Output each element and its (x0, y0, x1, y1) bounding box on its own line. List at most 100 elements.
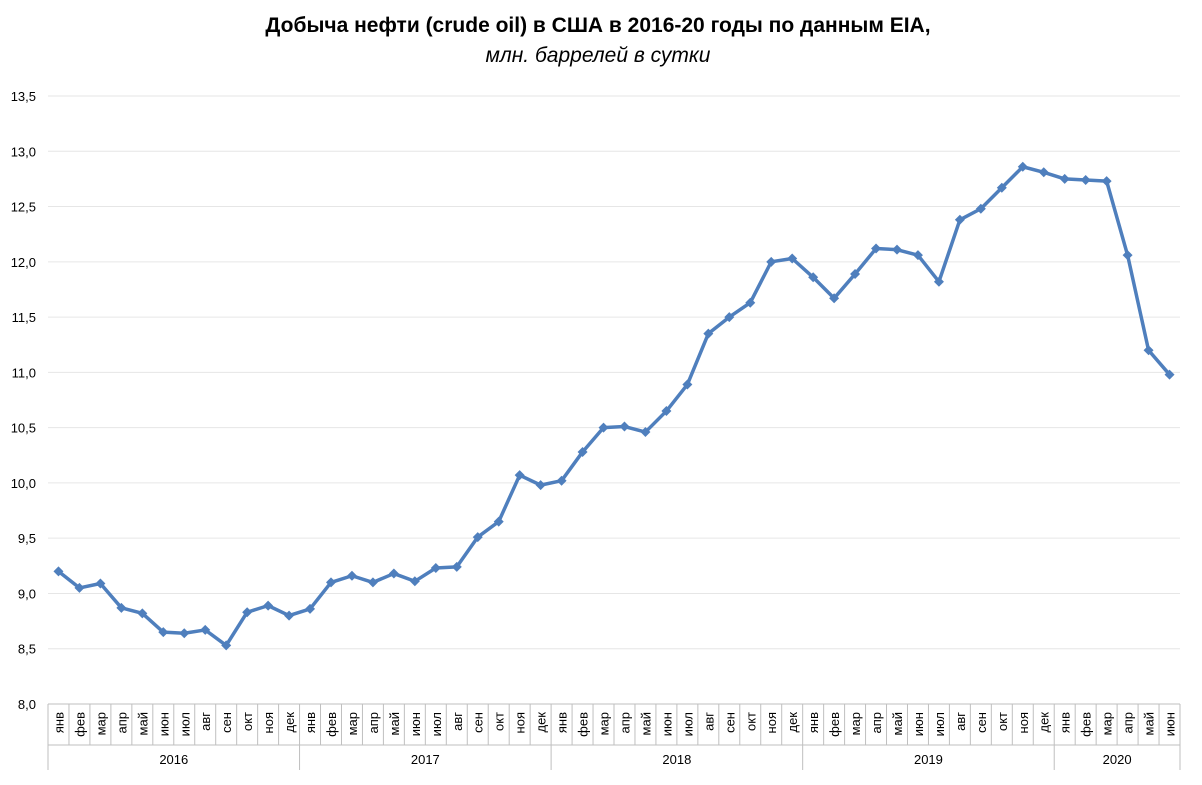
x-tick-label: авг (450, 712, 465, 731)
x-tick-label: фев (576, 712, 591, 737)
x-tick-label: фев (827, 712, 842, 737)
x-tick-label: фев (1079, 712, 1094, 737)
x-group-label: 2020 (1103, 752, 1132, 767)
x-group-label: 2017 (411, 752, 440, 767)
x-tick-label: июл (429, 712, 444, 736)
y-tick-label: 13,5 (11, 89, 36, 104)
marker (305, 603, 316, 614)
x-tick-label: июл (177, 712, 192, 736)
x-tick-label: окт (492, 712, 507, 731)
marker (1122, 250, 1133, 261)
marker (326, 577, 336, 588)
x-tick-label: ноя (261, 712, 276, 733)
marker (116, 602, 127, 613)
marker (996, 182, 1007, 193)
x-tick-label: апр (1121, 712, 1136, 734)
marker (954, 214, 965, 225)
x-tick-label: май (1142, 712, 1157, 735)
x-tick-label: май (387, 712, 402, 735)
y-tick-label: 11,0 (12, 365, 36, 380)
marker (1080, 175, 1091, 186)
x-tick-label: янв (1058, 712, 1073, 733)
x-tick-label: дек (534, 712, 549, 733)
marker (493, 516, 504, 527)
x-tick-label: апр (366, 712, 381, 734)
x-tick-label: мар (597, 712, 612, 735)
y-tick-label: 9,5 (18, 531, 36, 546)
marker (640, 427, 651, 438)
x-tick-label: мар (848, 712, 863, 735)
y-tick-label: 8,0 (18, 697, 36, 712)
x-tick-label: мар (93, 712, 108, 735)
marker (787, 253, 798, 264)
x-tick-label: авг (953, 712, 968, 731)
marker (1038, 167, 1049, 178)
x-tick-label: июл (680, 712, 695, 736)
x-tick-label: янв (806, 712, 821, 733)
x-tick-label: май (135, 712, 150, 735)
y-tick-label: 8,5 (18, 642, 36, 657)
marker (472, 532, 483, 543)
marker (221, 640, 232, 651)
y-tick-label: 12,5 (11, 200, 36, 215)
marker (975, 203, 986, 214)
x-tick-label: сен (471, 712, 486, 733)
x-tick-label: окт (743, 712, 758, 731)
x-tick-label: фев (324, 712, 339, 737)
marker (556, 475, 567, 486)
x-group-label: 2019 (914, 752, 943, 767)
marker (346, 570, 357, 581)
marker (1017, 161, 1028, 172)
x-tick-label: фев (72, 712, 87, 737)
x-tick-label: апр (617, 712, 632, 734)
marker (284, 610, 295, 621)
marker (577, 446, 588, 457)
marker (1101, 176, 1112, 187)
chart-title: Добыча нефти (crude oil) в США в 2016-20… (265, 14, 930, 37)
x-tick-label: ноя (513, 712, 528, 733)
x-tick-label: янв (555, 712, 570, 733)
marker (933, 276, 944, 287)
x-tick-label: янв (303, 712, 318, 733)
marker (263, 600, 274, 611)
x-tick-label: апр (114, 712, 129, 734)
marker (912, 250, 923, 261)
y-tick-label: 13,0 (11, 144, 36, 159)
marker (53, 566, 64, 577)
series-line (57, 164, 1171, 648)
x-tick-label: май (890, 712, 905, 735)
marker (808, 272, 819, 283)
marker (1164, 369, 1175, 380)
x-tick-label: май (638, 712, 653, 735)
x-tick-label: мар (345, 712, 360, 735)
x-tick-label: июн (911, 712, 926, 736)
x-tick-label: ноя (764, 712, 779, 733)
x-tick-label: дек (785, 712, 800, 733)
x-tick-label: янв (51, 712, 66, 733)
marker (619, 421, 630, 432)
marker (409, 576, 420, 587)
marker (1143, 345, 1154, 356)
marker (1059, 173, 1070, 184)
x-tick-label: июн (408, 712, 423, 736)
y-tick-label: 10,5 (11, 421, 36, 436)
marker (158, 627, 169, 638)
marker (200, 624, 211, 635)
marker (661, 406, 672, 417)
x-tick-label: сен (219, 712, 234, 733)
x-group-label: 2016 (159, 752, 188, 767)
marker (514, 470, 525, 481)
x-tick-label: июл (932, 712, 947, 736)
marker (430, 563, 441, 574)
marker (535, 480, 546, 491)
x-tick-label: ноя (1016, 712, 1031, 733)
x-tick-label: окт (995, 712, 1010, 731)
marker (850, 268, 861, 279)
marker (242, 607, 253, 618)
x-tick-label: дек (1037, 712, 1052, 733)
marker (74, 582, 85, 593)
y-tick-label: 11,5 (12, 310, 36, 325)
marker (137, 608, 148, 619)
marker (871, 243, 882, 254)
